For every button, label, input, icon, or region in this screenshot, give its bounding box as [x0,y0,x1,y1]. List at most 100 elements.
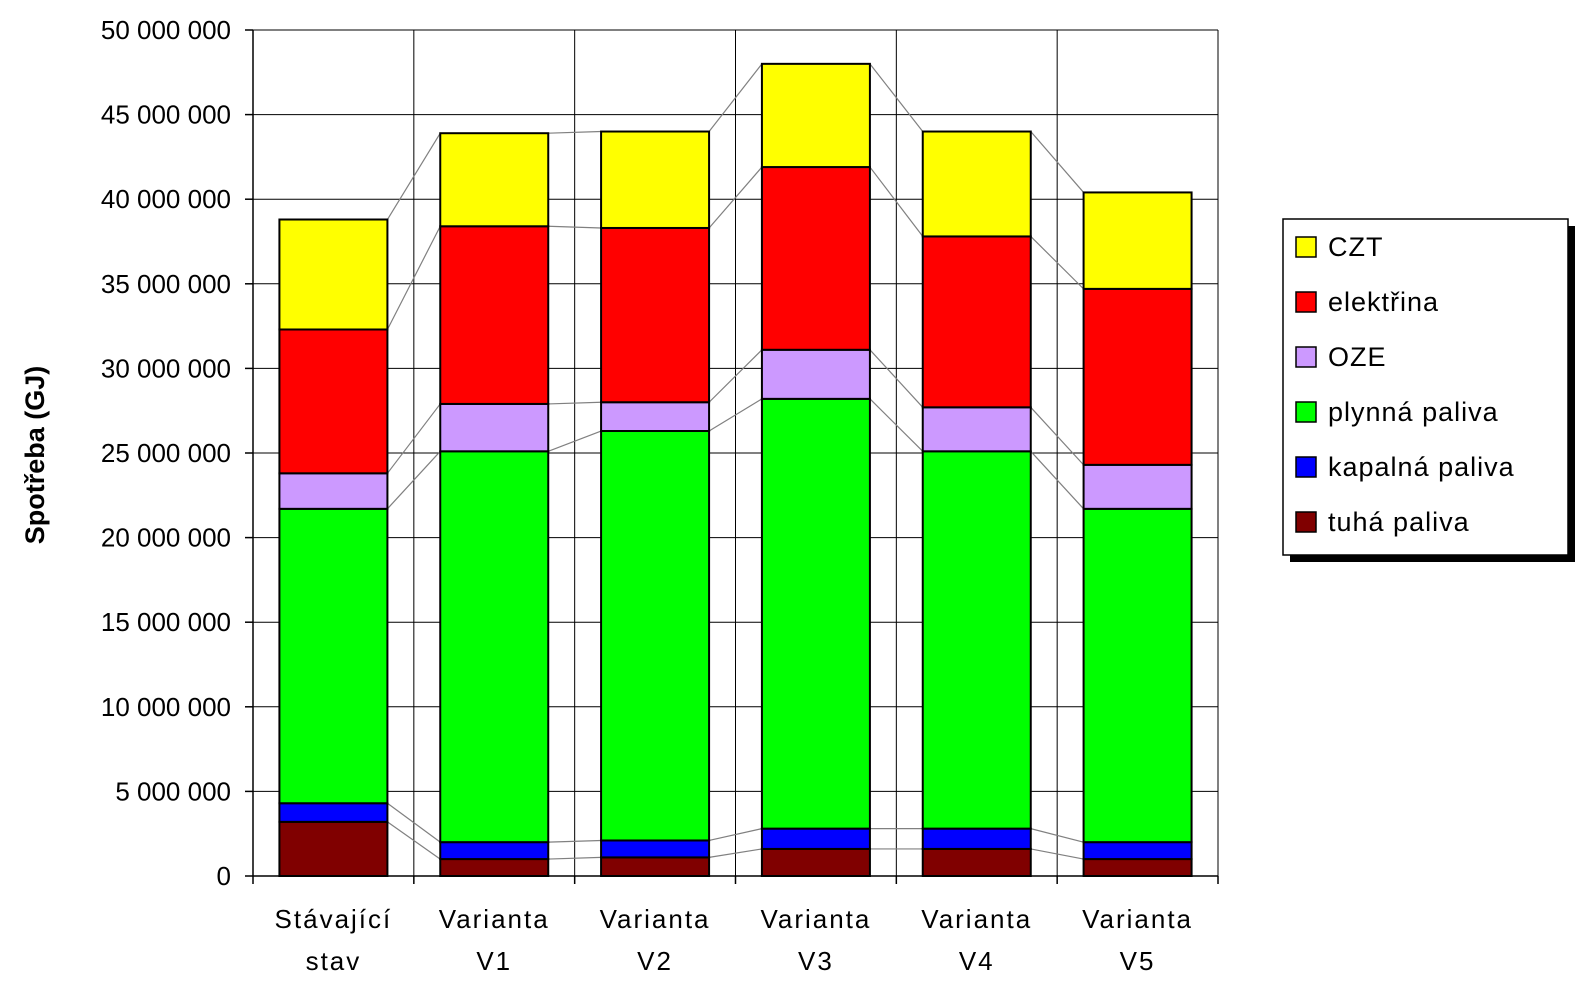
bar-segment [1082,841,1193,861]
bar-segment [439,225,550,405]
x-tick-label: Varianta [1082,904,1193,934]
series-line-3 [548,401,602,405]
bar-segment [600,226,711,404]
y-tick-label: 10 000 000 [101,692,231,722]
series-line-4 [1030,235,1085,290]
legend-box [1282,218,1569,556]
y-tick-label: 45 000 000 [101,100,231,130]
x-tick-label: Varianta [921,904,1032,934]
series-connector-lines [386,63,1085,860]
bar-segment [1082,507,1193,844]
series-line-2 [386,450,441,510]
legend-label: elektřina [1328,287,1439,317]
series-line-4 [869,166,924,237]
grid-lines [253,29,1219,876]
bar-segment [921,450,1032,830]
series-line-5 [548,130,602,134]
series-line-4 [386,225,441,330]
legend-label: OZE [1328,342,1387,372]
series-line-5 [869,63,924,132]
legend-swatch [1295,511,1317,533]
bar-segment [600,856,711,877]
y-tick-label: 30 000 000 [101,353,231,383]
bar-segment [278,328,389,475]
bar-segment [439,858,550,878]
x-tick-label: V4 [959,946,995,976]
y-tick-label: 50 000 000 [101,15,231,45]
legend-label: kapalná paliva [1328,452,1515,482]
bar-segment [921,406,1032,453]
bar-segment [1082,191,1193,290]
bar-segment [760,348,871,400]
y-tick-label: 15 000 000 [101,607,231,637]
bar-segment [439,841,550,861]
series-line-1 [708,828,763,842]
series-line-1 [548,839,602,843]
axes [245,29,1219,884]
bar-segment [1082,858,1193,878]
series-line-0 [708,848,763,858]
bar-segment [600,839,711,859]
series-line-0 [387,821,441,860]
series-line-5 [708,63,763,132]
x-category-labels: Stávající stav Varianta V1 Varianta V2 Variant… [275,904,1193,976]
x-tick-label: stav [306,946,362,976]
bar-segment [600,401,711,433]
bar-segment [921,235,1032,409]
bar-segment [600,130,711,229]
bar-segment [278,218,389,331]
x-tick-label: V2 [637,946,673,976]
legend-label: tuhá paliva [1328,507,1470,537]
y-tick-label: 0 [217,861,231,891]
series-line-0 [548,856,602,860]
bar-segment [1082,287,1193,466]
series-line-5 [386,132,441,220]
bar-segment [278,820,389,878]
bar-segment [921,130,1032,238]
bar-segment [600,430,711,842]
bar-segment [760,166,871,351]
series-line-2 [708,398,763,432]
series-line-5 [1030,131,1085,193]
bar-segment [1082,463,1193,510]
bar-segment [760,397,871,830]
bar-segment [760,847,871,877]
legend: CZT elektřina OZE plynná paliva kapalná pali… [1282,218,1575,562]
series-line-4 [708,166,763,229]
bar-segment [760,62,871,169]
y-tick-label: 25 000 000 [101,438,231,468]
x-tick-label: V1 [476,946,512,976]
legend-swatch [1295,291,1317,313]
x-tick-label: Varianta [439,904,550,934]
x-tick-label: V5 [1120,946,1156,976]
bar-segment [760,827,871,850]
y-axis-title: Spotřeba (GJ) [20,366,50,545]
bar-segment [439,132,550,228]
y-tick-labels: 0 5 000 000 10 000 000 15 000 000 20 000 000… [101,15,231,891]
series-line-2 [548,430,602,452]
x-tick-label: Varianta [760,904,871,934]
series-line-2 [1030,450,1085,510]
legend-swatch [1295,346,1317,368]
x-tick-label: Stávající [275,904,393,934]
series-line-4 [548,225,602,229]
series-line-3 [708,349,763,403]
legend-label: plynná paliva [1328,397,1499,427]
bar-segment [921,827,1032,850]
series-line-1 [387,802,441,843]
series-line-3 [386,403,441,474]
bar-segment [278,802,389,823]
bar-segment [439,402,550,453]
y-tick-label: 40 000 000 [101,184,231,214]
bar-segment [439,450,550,844]
series-line-3 [1030,406,1085,466]
legend-swatch [1295,236,1317,258]
legend-label: CZT [1328,232,1383,262]
bars [278,62,1193,878]
y-tick-label: 5 000 000 [115,776,231,806]
y-tick-label: 20 000 000 [101,523,231,553]
y-tick-label: 35 000 000 [101,269,231,299]
series-line-0 [1030,848,1084,860]
bar-segment [921,847,1032,877]
